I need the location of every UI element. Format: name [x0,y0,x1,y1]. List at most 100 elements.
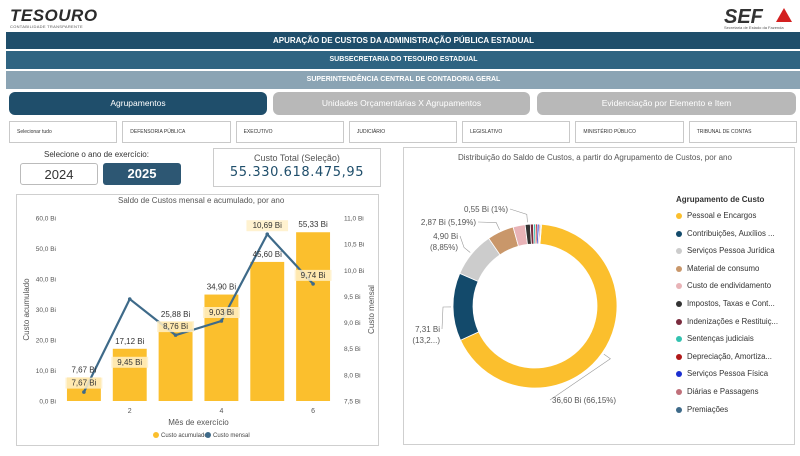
y2-tick-label: 7,5 Bi [344,399,361,406]
point-custo-mensal[interactable] [311,282,315,286]
data-label-custo-acumulado: 17,12 Bi [115,337,145,346]
data-label-custo-mensal-bg [294,269,332,281]
slice-leader-line [477,221,500,230]
slice-data-label: 2,87 Bi (5,19%) [421,218,476,227]
slice-data-label: (8,85%) [430,243,458,252]
data-label-custo-mensal: 9,45 Bi [111,356,149,368]
slice-leader-line [459,235,471,253]
cost-group-legend-title: Agrupamento de Custo [676,195,765,204]
legend-dot [676,353,682,360]
y2-tick-label: 10,5 Bi [344,242,364,249]
tab-evidenciacao-elemento[interactable]: Evidenciação por Elemento e Item [537,92,796,115]
total-cost-label: Custo Total (Seleção) [254,153,340,163]
data-label-custo-mensal-text: 8,76 Bi [163,322,188,331]
legend-label: Serviços Pessoa Física [687,369,769,379]
legend-item[interactable]: Custo de endividamento [676,280,796,298]
legend-label: Impostos, Taxas e Cont... [687,298,775,308]
legend-dot [676,300,682,307]
legend-label: Material de consumo [687,263,760,273]
filter-executivo[interactable]: EXECUTIVO [235,121,344,143]
slice-data-label: (13,2...) [412,336,440,345]
legend-dot [676,248,682,255]
legend-item[interactable]: Impostos, Taxas e Cont... [676,298,796,316]
donut-slice[interactable] [538,223,542,245]
data-label-custo-acumulado: 7,67 Bi [71,366,96,375]
data-label-custo-mensal: 10,69 Bi [246,220,289,232]
legend-item[interactable]: Sentenças judiciais [676,333,796,351]
y-tick-label: 50,0 Bi [36,246,56,253]
data-label-custo-mensal-text: 9,45 Bi [117,358,142,367]
legend-item[interactable]: Contribuições, Auxílios ... [676,228,796,246]
y2-tick-label: 11,0 Bi [344,216,364,223]
bar-custo-acumulado[interactable] [296,232,331,401]
legend-label: Depreciação, Amortiza... [687,351,772,361]
x-tick-label: 6 [311,408,315,415]
data-label-custo-acumulado-text: 17,12 Bi [115,337,145,346]
y-tick-label: 60,0 Bi [36,216,56,223]
monthly-cost-chart: 0,0 Bi 10,0 Bi 20,0 Bi 30,0 Bi 40,0 Bi 50,0 B… [22,216,376,440]
legend-dot [676,265,682,272]
filter-judiciario[interactable]: JUDICIÁRIO [348,121,458,143]
legend-item[interactable]: Pessoal e Encargos [676,210,796,228]
data-label-custo-acumulado-text: 55,33 Bi [298,220,328,229]
point-custo-mensal[interactable] [173,333,178,337]
slice-leader-line [509,208,528,223]
legend-item[interactable]: Diárias e Passagens [676,386,796,404]
legend-item[interactable]: Serviços Pessoa Física [676,368,796,386]
y2-tick-label: 9,5 Bi [344,294,361,301]
point-custo-mensal[interactable] [265,232,270,237]
year-2024-button[interactable]: 2024 [20,163,98,185]
data-label-custo-acumulado: 34,90 Bi [207,283,237,292]
data-label-custo-acumulado: 55,33 Bi [298,220,328,229]
y-tick-label: 30,0 Bi [36,307,56,314]
filter-ministerio-publico[interactable]: MINISTÉRIO PÚBLICO [575,121,684,143]
donut-slice[interactable] [459,223,618,389]
legend-dot [676,388,682,395]
data-label-custo-mensal-bg [202,307,240,319]
legend-dot [676,371,682,378]
bar-custo-acumulado[interactable] [112,348,147,401]
tab-unidades-orcamentarias[interactable]: Unidades Orçamentárias X Agrupamentos [273,92,530,115]
data-label-custo-mensal-text: 9,03 Bi [209,308,234,317]
legend-item[interactable]: Depreciação, Amortiza... [676,351,796,369]
y2-tick-label: 8,5 Bi [344,346,361,353]
legend-label: Sentenças judiciais [687,334,754,344]
point-custo-mensal[interactable] [127,297,132,301]
legend-label: Custo mensal [213,433,250,439]
legend-item[interactable]: Premiações [676,404,796,422]
tab-agrupamentos[interactable]: Agrupamentos [9,92,267,115]
slice-leader-line [549,353,611,401]
y2-tick-label: 9,0 Bi [344,320,361,327]
data-label-custo-mensal-bg [157,321,195,333]
power-filter-slicer: Selecionar tudo DEFENSORIA PÚBLICA EXECU… [9,121,797,143]
filter-selecionar-tudo[interactable]: Selecionar tudo [9,121,118,143]
data-label-custo-mensal-bg [65,377,103,389]
cost-distribution-chart-title: Distribuição do Saldo de Custos, a parti… [458,153,732,162]
y2-tick-label: 10,0 Bi [344,268,364,275]
data-label-custo-acumulado-text: 34,90 Bi [207,283,237,292]
data-label-custo-mensal-bg [246,220,289,232]
data-label-custo-mensal-text: 10,69 Bi [253,221,283,230]
legend-dot [676,336,682,343]
year-2025-button[interactable]: 2025 [103,163,181,185]
donut-slice[interactable] [452,272,480,341]
y-tick-label: 0,0 Bi [39,399,56,406]
line-custo-mensal [82,232,314,393]
filter-legislativo[interactable]: LEGISLATIVO [462,121,571,143]
filter-tribunal-de-contas[interactable]: TRIBUNAL DE CONTAS [688,121,797,143]
data-label-custo-acumulado-text: 7,67 Bi [71,366,96,375]
bar-custo-acumulado[interactable] [250,261,285,401]
cost-group-legend: Pessoal e Encargos Contribuições, Auxílio… [676,210,796,421]
legend-item[interactable]: Material de consumo [676,263,796,281]
point-custo-mensal[interactable] [219,319,224,323]
point-custo-mensal[interactable] [82,390,86,394]
filter-defensoria-publica[interactable]: DEFENSORIA PÚBLICA [122,121,231,143]
y-tick-label: 20,0 Bi [36,338,56,345]
data-label-custo-acumulado-text: 25,88 Bi [161,310,191,319]
legend-dot [676,283,682,290]
legend-label: Premiações [687,404,729,414]
legend-item[interactable]: Indenizações e Restituiç... [676,316,796,334]
total-cost-card: Custo Total (Seleção) 55.330.618.475,95 [213,148,381,187]
legend-item[interactable]: Serviços Pessoa Jurídica [676,245,796,263]
data-label-custo-mensal-bg [111,356,149,368]
